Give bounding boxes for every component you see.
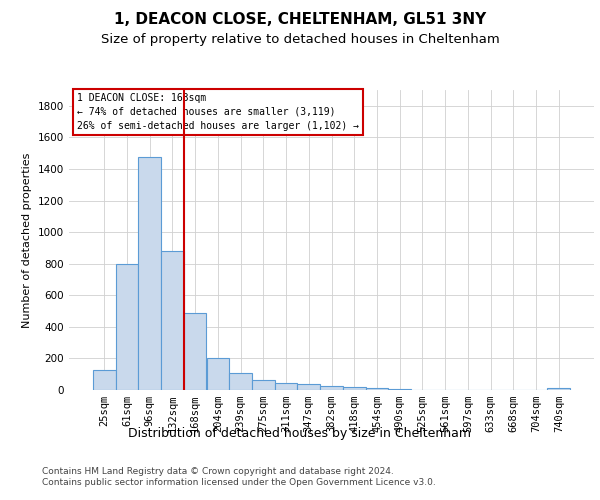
Bar	[139, 157, 161, 390]
Bar	[116, 264, 139, 390]
Text: 1 DEACON CLOSE: 163sqm
← 74% of detached houses are smaller (3,119)
26% of semi-: 1 DEACON CLOSE: 163sqm ← 74% of detached…	[77, 93, 359, 131]
Bar	[547, 388, 570, 390]
Text: 1, DEACON CLOSE, CHELTENHAM, GL51 3NY: 1, DEACON CLOSE, CHELTENHAM, GL51 3NY	[114, 12, 486, 28]
Bar	[298, 384, 320, 390]
Bar	[229, 374, 252, 390]
Bar	[252, 380, 275, 390]
Text: Distribution of detached houses by size in Cheltenham: Distribution of detached houses by size …	[128, 428, 472, 440]
Bar	[93, 370, 116, 390]
Bar	[365, 388, 388, 390]
Bar	[275, 383, 298, 390]
Bar	[161, 251, 184, 390]
Text: Contains HM Land Registry data © Crown copyright and database right 2024.
Contai: Contains HM Land Registry data © Crown c…	[42, 468, 436, 487]
Text: Size of property relative to detached houses in Cheltenham: Size of property relative to detached ho…	[101, 32, 499, 46]
Bar	[206, 358, 229, 390]
Bar	[320, 386, 343, 390]
Y-axis label: Number of detached properties: Number of detached properties	[22, 152, 32, 328]
Bar	[184, 312, 206, 390]
Bar	[343, 386, 365, 390]
Bar	[388, 389, 411, 390]
